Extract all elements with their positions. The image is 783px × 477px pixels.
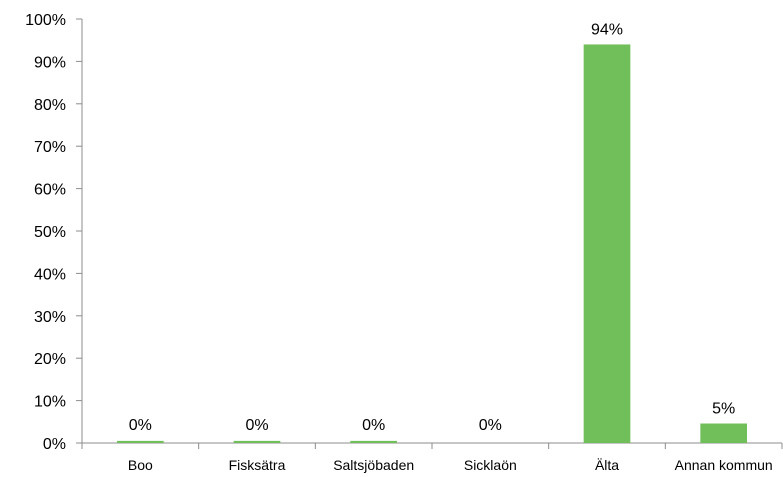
y-tick-label: 60% bbox=[34, 182, 66, 199]
data-label: 0% bbox=[362, 417, 385, 434]
x-axis: Boo Fisksätra Saltsjöbaden Sicklaön Älta Anna… bbox=[81, 442, 783, 473]
y-tick-label: 100% bbox=[25, 12, 66, 29]
data-labels: 0% 0% 0% 0% 94% 5% bbox=[129, 21, 735, 434]
category-label: Älta bbox=[595, 457, 619, 473]
y-tick-label: 40% bbox=[34, 266, 66, 283]
data-label: 5% bbox=[712, 400, 735, 417]
bar-saltsj-baden bbox=[350, 440, 397, 443]
category-label: Fisksätra bbox=[229, 457, 286, 473]
y-tick-label: 30% bbox=[34, 309, 66, 326]
data-label: 0% bbox=[479, 417, 502, 434]
category-label: Boo bbox=[128, 457, 153, 473]
category-label: Saltsjöbaden bbox=[333, 457, 414, 473]
bar-boo bbox=[117, 440, 164, 443]
y-tick-label: 50% bbox=[34, 224, 66, 241]
y-tick-label: 70% bbox=[34, 139, 66, 156]
y-tick-label: 90% bbox=[34, 54, 66, 71]
bar-annan-kommun bbox=[700, 423, 747, 443]
y-axis: 0% 10% 20% 30% 40% 50% 60% 70% 80% 90% 100% bbox=[25, 12, 83, 453]
bar-fisks-tra bbox=[233, 440, 281, 443]
y-tick-label: 0% bbox=[43, 436, 66, 453]
data-label: 94% bbox=[591, 21, 623, 38]
y-tick-label: 10% bbox=[34, 394, 66, 411]
data-label: 0% bbox=[245, 417, 268, 434]
category-label: Sicklaön bbox=[464, 457, 517, 473]
y-tick-label: 80% bbox=[34, 97, 66, 114]
bars bbox=[117, 44, 747, 443]
y-tick-label: 20% bbox=[34, 351, 66, 368]
data-label: 0% bbox=[129, 417, 152, 434]
category-label: Annan kommun bbox=[675, 457, 773, 473]
bar--lta bbox=[583, 44, 631, 443]
